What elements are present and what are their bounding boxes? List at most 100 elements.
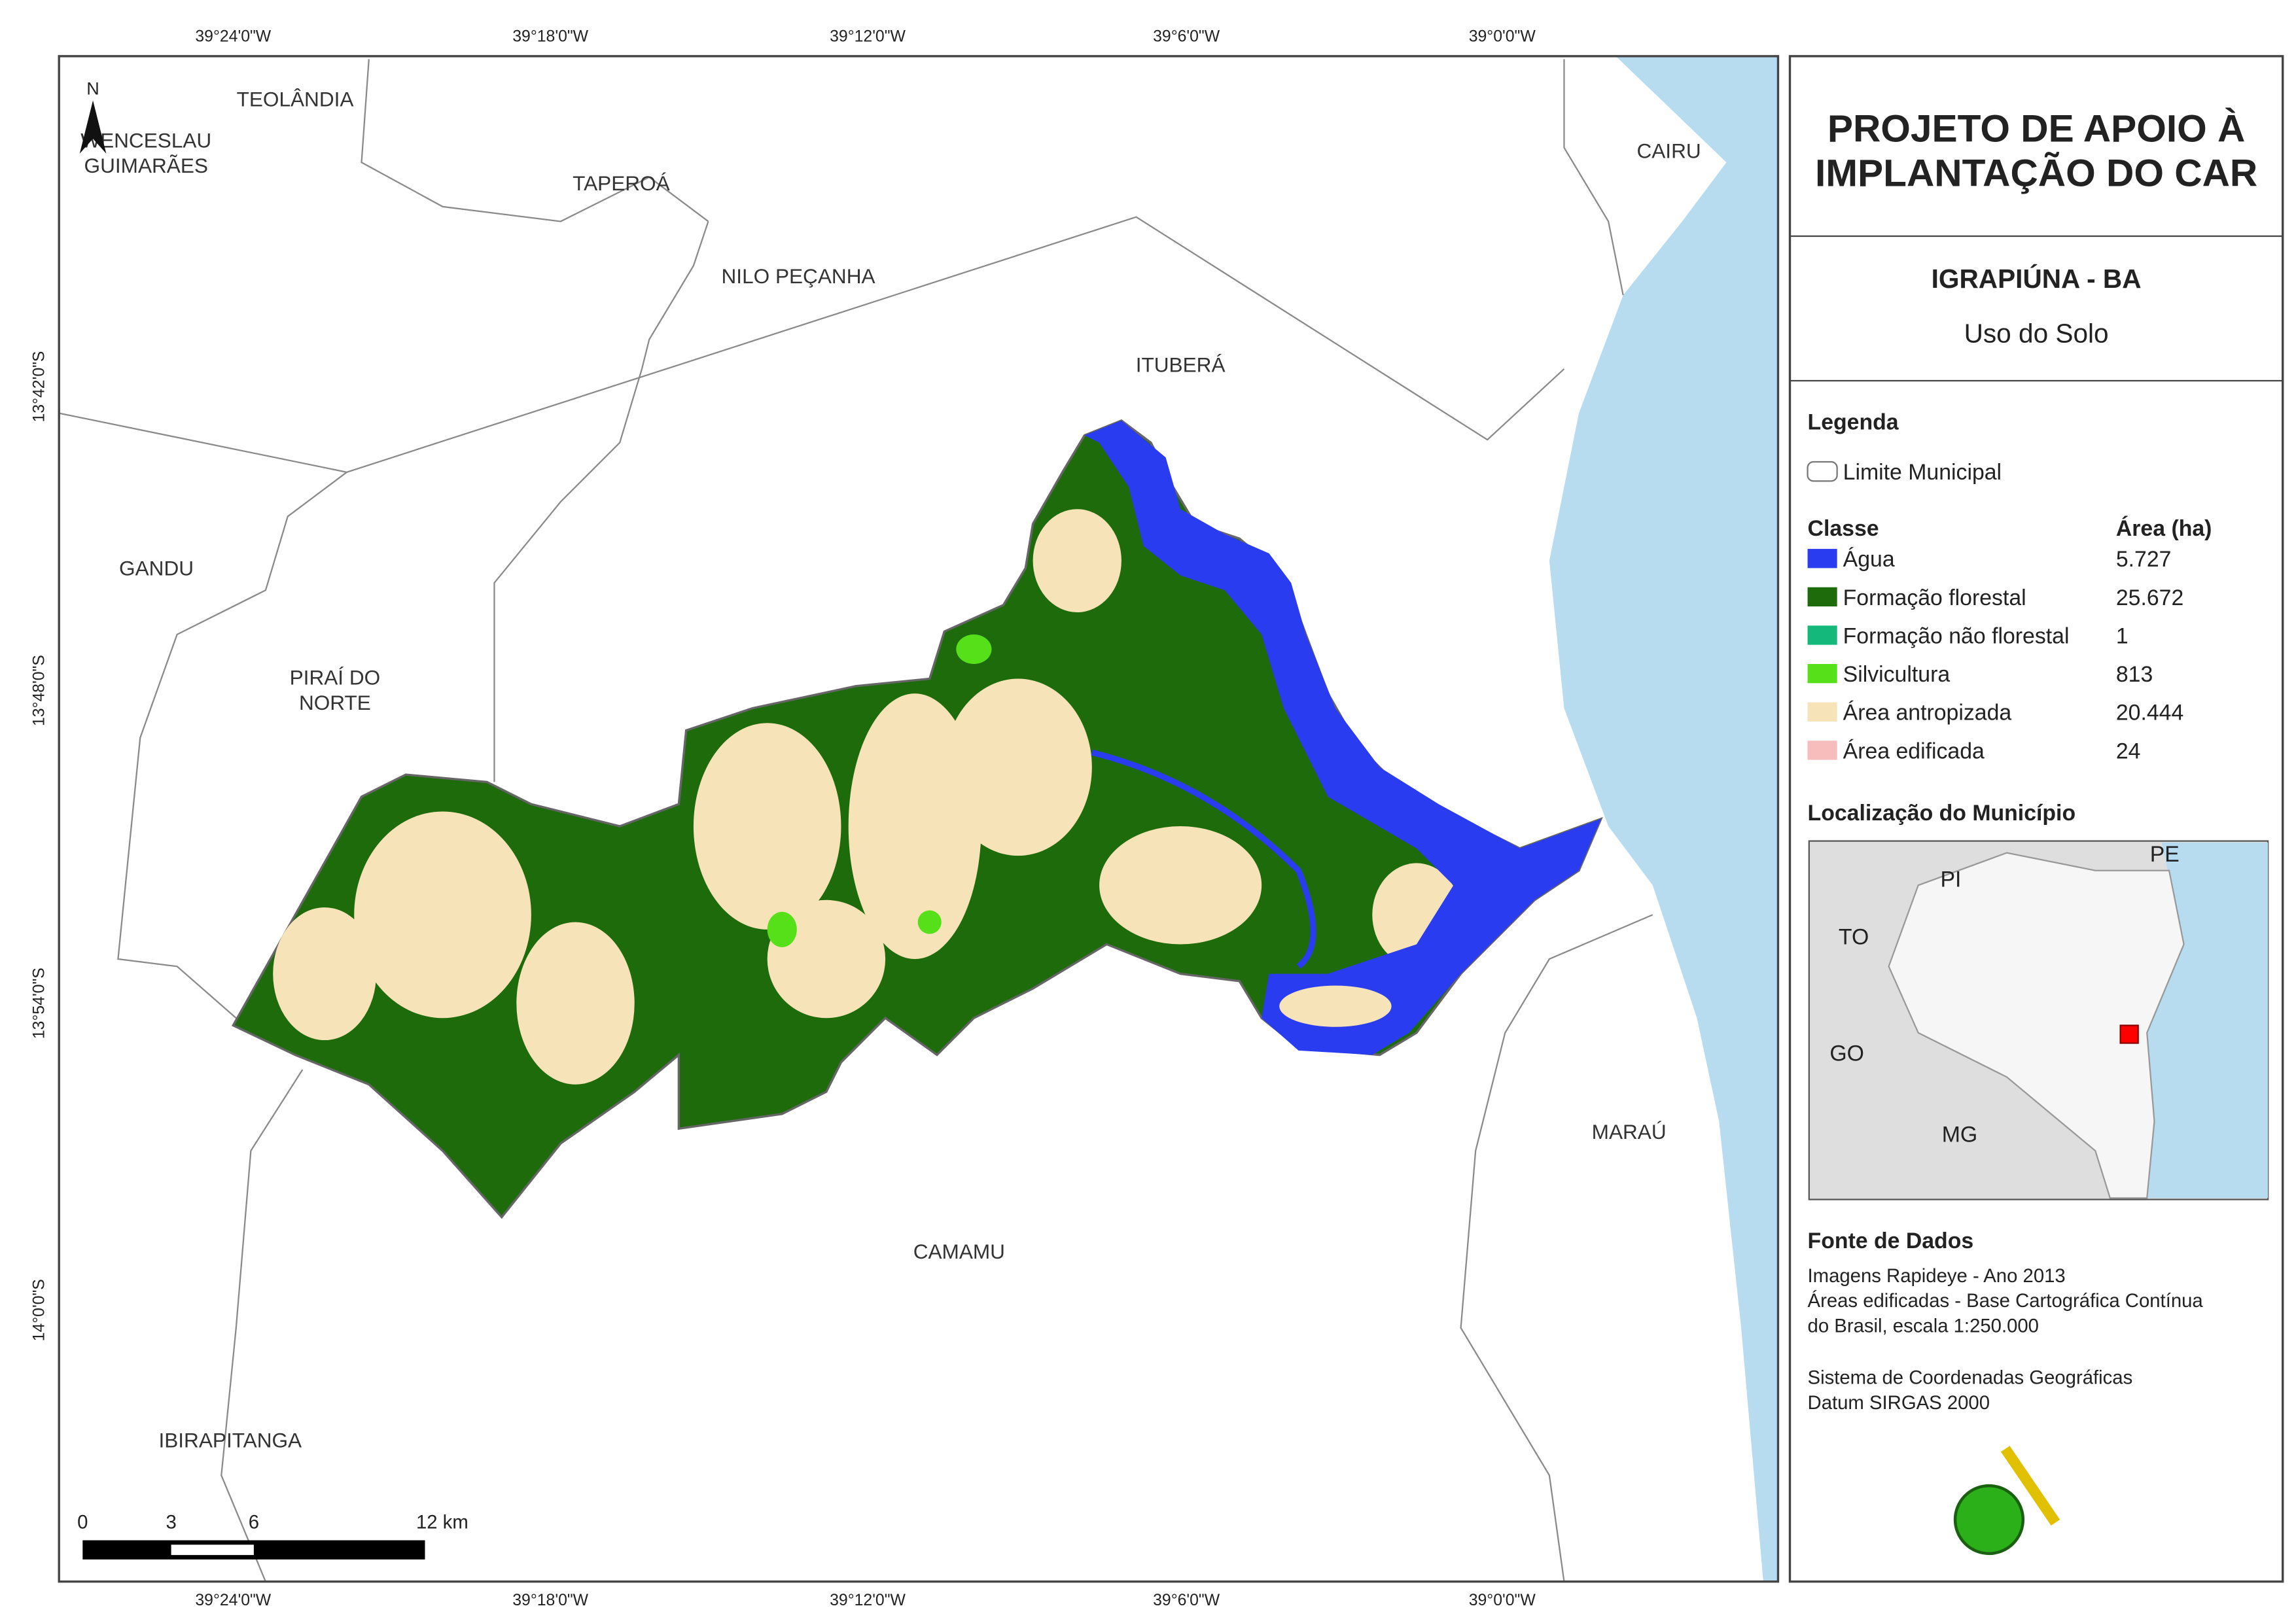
river	[1091, 749, 1316, 969]
place-label: GANDU	[119, 557, 194, 580]
legend-area: 24	[2116, 739, 2141, 763]
sources-heading: Fonte de Dados	[1808, 1229, 1974, 1253]
north-arrow: N	[79, 79, 107, 154]
class-header: Classe	[1808, 516, 1879, 541]
coord-label: 39°24'0"W	[195, 27, 271, 45]
source-line: Datum SIRGAS 2000	[1808, 1392, 1990, 1414]
scale-segment	[171, 1544, 254, 1556]
side-panel: PROJETO DE APOIO À IMPLANTAÇÃO DO CAR IG…	[1788, 55, 2284, 1583]
legend-swatch	[1807, 663, 1837, 684]
boundary	[58, 216, 1565, 473]
silviculture-patches	[767, 634, 992, 947]
scale-label: 0	[77, 1511, 88, 1533]
place-labels: TEOLÂNDIA WENCESLAU GUIMARÃES TAPEROÁ NI…	[80, 88, 1701, 1452]
legend-swatch	[1807, 702, 1837, 722]
municipality: IGRAPIÚNA - BA	[1932, 264, 2142, 294]
place-label: NORTE	[299, 691, 371, 714]
coordinates: 39°24'0"W 39°18'0"W 39°12'0"W 39°6'0"W 3…	[31, 27, 1536, 1609]
panel-border	[1788, 55, 2284, 1583]
coord-label: 13°54'0"S	[31, 968, 48, 1039]
legend-label: Área edificada	[1843, 739, 1985, 763]
coord-label: 39°6'0"W	[1153, 27, 1220, 45]
legend-label: Área antropizada	[1843, 701, 2012, 725]
north-arrow-shape	[79, 100, 107, 154]
logo-bar	[2000, 1446, 2060, 1526]
source-line: Sistema de Coordenadas Geográficas	[1808, 1367, 2133, 1388]
state-label: MG	[1942, 1123, 1977, 1147]
legend-label: Formação não florestal	[1843, 623, 2070, 648]
boundary	[361, 59, 709, 222]
place-label: TEOLÂNDIA	[237, 88, 354, 111]
source-line: do Brasil, escala 1:250.000	[1808, 1316, 2039, 1337]
coord-label: 14°0'0"S	[31, 1279, 48, 1341]
anthropized-patch	[1279, 985, 1392, 1027]
boundary	[1563, 59, 1624, 296]
inset-state	[1888, 852, 2185, 1199]
inset-locator	[2119, 1024, 2139, 1044]
logo-circle	[1953, 1484, 2025, 1556]
boundary	[641, 221, 709, 370]
coord-label: 39°0'0"W	[1469, 1592, 1536, 1609]
legend-swatch	[1807, 625, 1837, 645]
state-label: PI	[1941, 867, 1962, 892]
place-label: GUIMARÃES	[84, 154, 208, 177]
boundary-swatch	[1807, 461, 1838, 482]
legend-rows: Água 5.727 Formação florestal 25.672 Formaçã…	[1807, 547, 2183, 763]
boundary	[221, 1069, 304, 1582]
boundary	[493, 368, 643, 782]
place-label: NILO PEÇANHA	[722, 264, 875, 288]
subtitle: Uso do Solo	[1964, 318, 2109, 348]
source-line: Áreas edificadas - Base Cartográfica Con…	[1808, 1290, 2204, 1312]
coord-label: 39°24'0"W	[195, 1592, 271, 1609]
boundary	[1460, 914, 1653, 1582]
ocean	[1549, 56, 1778, 1582]
legend-label: Formação florestal	[1843, 585, 2026, 610]
legend-area: 20.444	[2116, 701, 2183, 725]
location-map: PI PE TO GO MG	[1808, 840, 2269, 1200]
place-label: PIRAÍ DO	[290, 666, 381, 689]
anthropized-patches	[273, 509, 1461, 1085]
location-heading: Localização do Município	[1808, 801, 2076, 826]
legend-label: Silvicultura	[1843, 662, 1951, 687]
legend-area: 5.727	[2116, 547, 2172, 572]
coord-label: 39°12'0"W	[830, 27, 906, 45]
coord-label: 39°18'0"W	[512, 1592, 588, 1609]
water	[1084, 420, 1601, 1055]
coord-label: 39°18'0"W	[512, 27, 588, 45]
place-label: IBIRAPITANGA	[158, 1428, 302, 1452]
state-label: GO	[1829, 1041, 1864, 1066]
place-label: TAPEROÁ	[573, 171, 670, 195]
logo	[1953, 1446, 2060, 1556]
place-label: ITUBERÁ	[1136, 353, 1226, 376]
state-label: TO	[1839, 924, 1869, 949]
place-label: CAMAMU	[913, 1240, 1005, 1263]
inset-ocean	[2147, 842, 2269, 1198]
legend-area: 813	[2116, 662, 2153, 687]
place-label: CAIRU	[1636, 139, 1701, 162]
source-line: Imagens Rapideye - Ano 2013	[1808, 1265, 2066, 1287]
boundary	[117, 471, 347, 1019]
scale-label: 3	[166, 1511, 176, 1533]
title: PROJETO DE APOIO À	[1828, 107, 2246, 150]
legend-swatch	[1807, 587, 1837, 607]
coord-label: 39°12'0"W	[830, 1592, 906, 1609]
scale-label: 12 km	[416, 1511, 468, 1533]
legend-swatch	[1807, 741, 1837, 760]
state-label: PE	[2150, 842, 2180, 867]
area-header: Área (ha)	[2116, 516, 2212, 541]
legend-heading: Legenda	[1808, 410, 1899, 434]
scale-segment	[82, 1540, 425, 1560]
legend-label: Limite Municipal	[1843, 460, 2002, 485]
coord-label: 13°48'0"S	[31, 655, 48, 726]
title: IMPLANTAÇÃO DO CAR	[1815, 151, 2257, 194]
coord-label: 13°42'0"S	[31, 351, 48, 423]
legend-swatch	[1807, 549, 1837, 568]
map-frame	[58, 55, 1780, 1583]
scale-label: 6	[249, 1511, 259, 1533]
place-label: MARAÚ	[1592, 1120, 1667, 1143]
coord-label: 39°0'0"W	[1469, 27, 1536, 45]
legend-area: 1	[2116, 623, 2128, 648]
coord-label: 39°6'0"W	[1153, 1592, 1220, 1609]
